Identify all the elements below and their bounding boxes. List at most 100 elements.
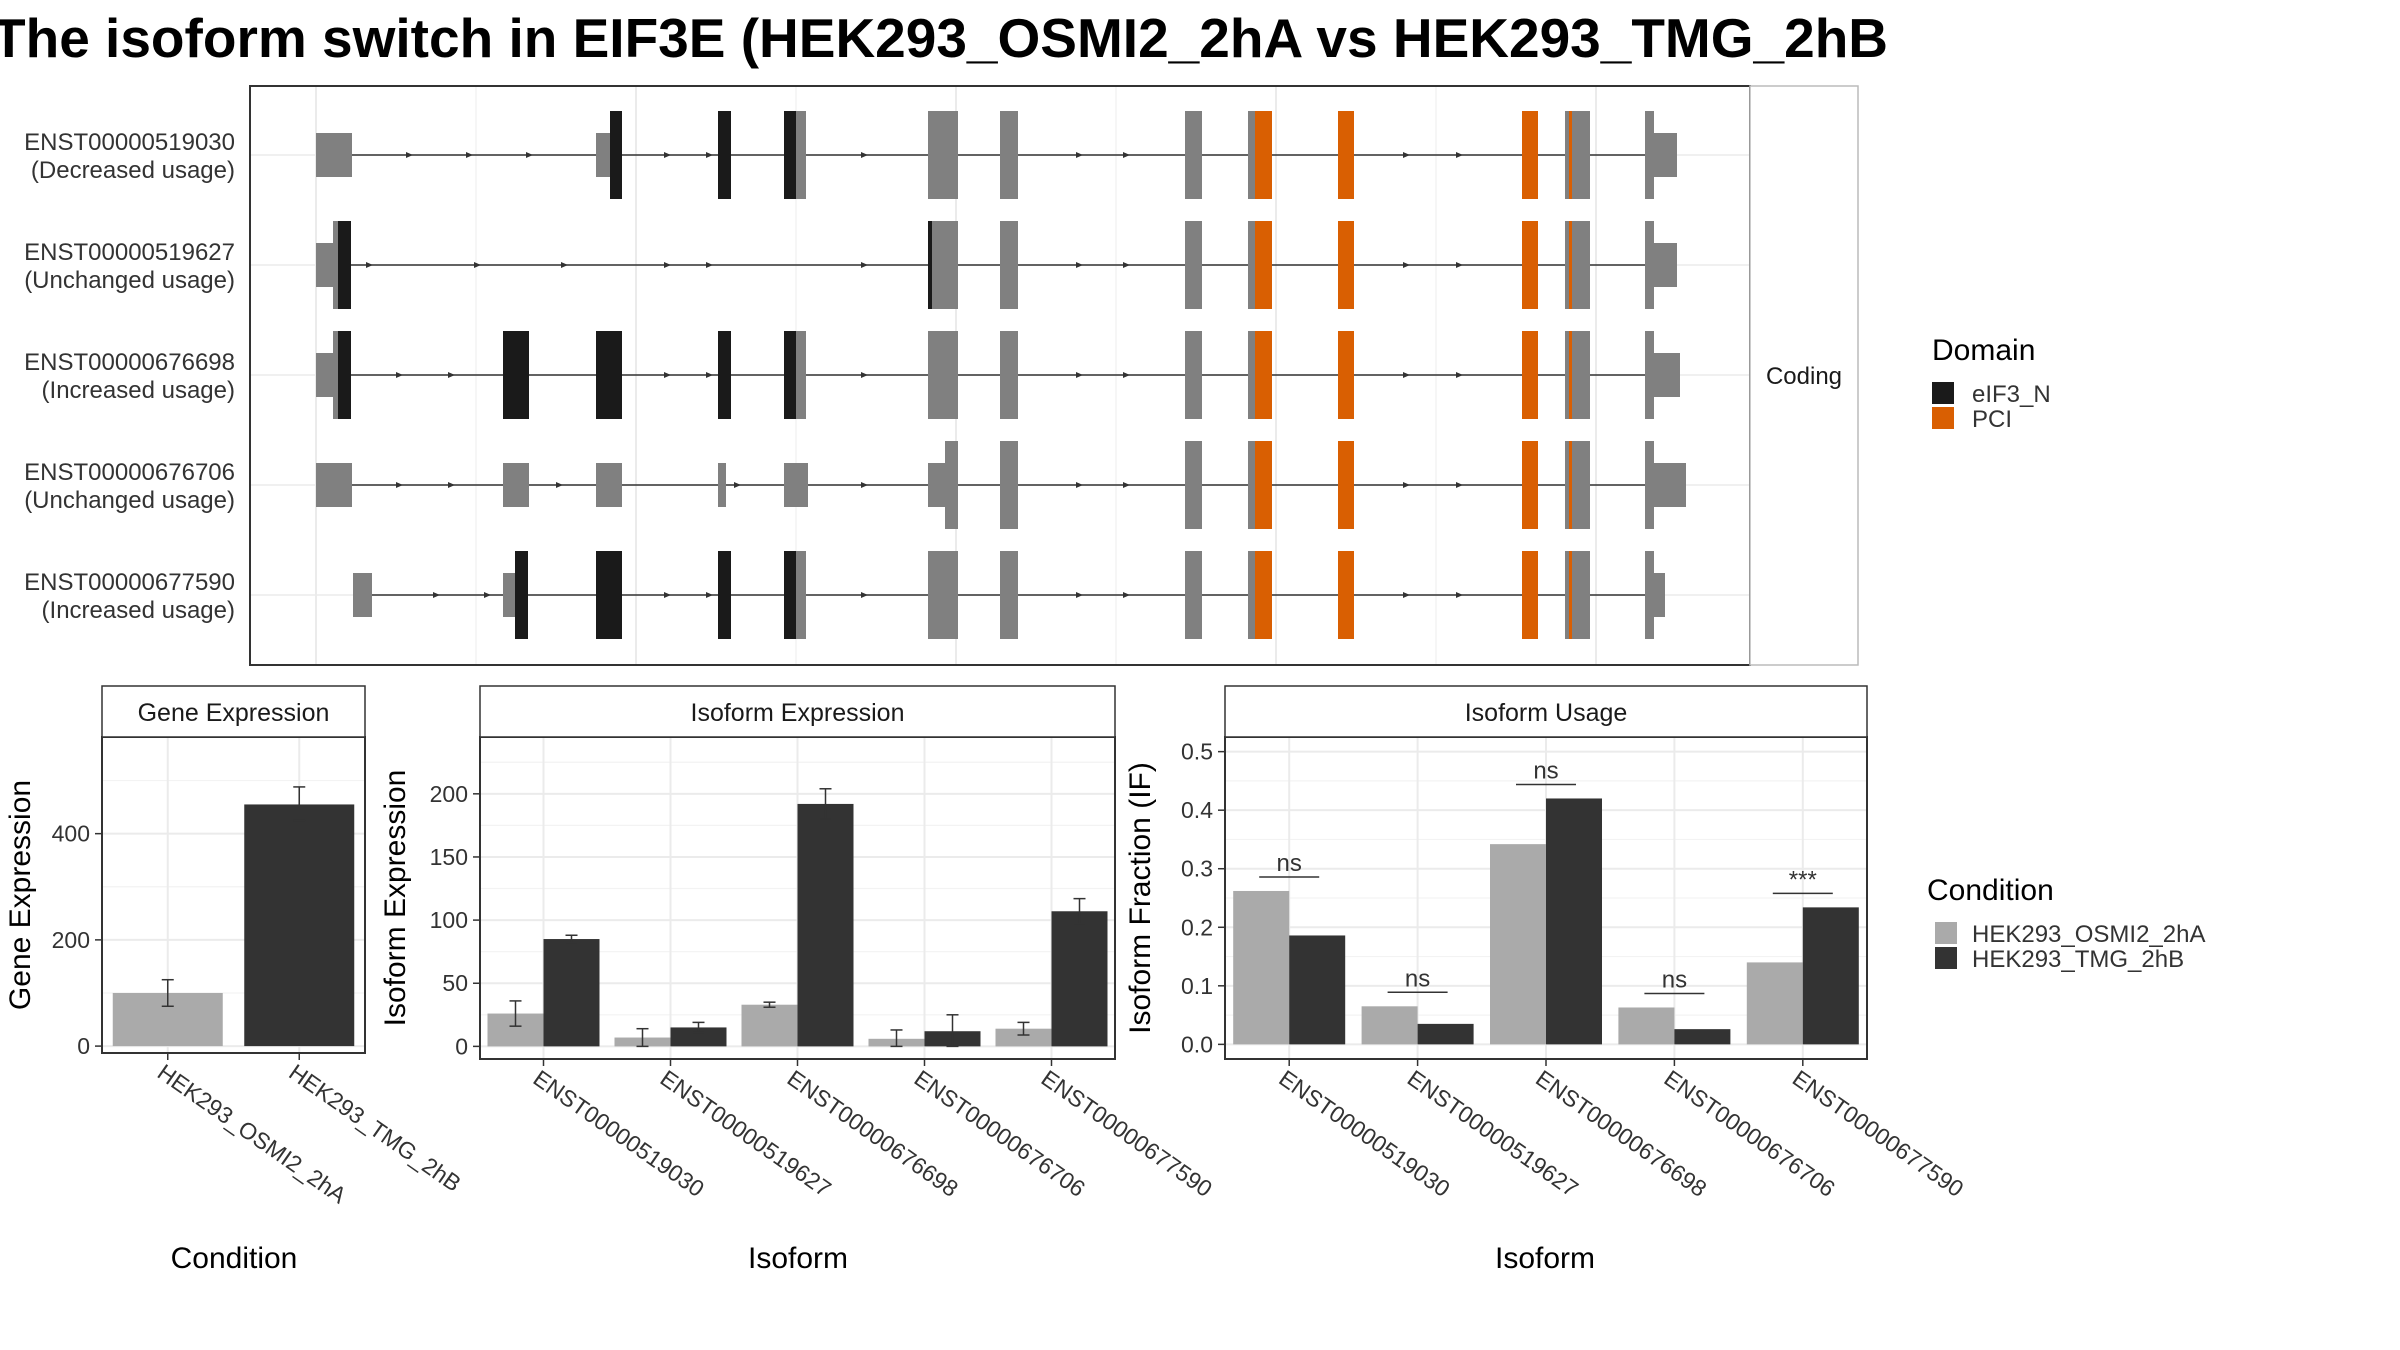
exon-utr [333, 331, 338, 419]
bar [543, 939, 600, 1047]
transcript-row-2 [316, 221, 1677, 309]
exon-utr [1565, 441, 1569, 529]
domain-pci [1255, 551, 1272, 639]
strand-arrow [1076, 372, 1083, 378]
exon-utr [1000, 551, 1018, 639]
strand-arrow [366, 262, 373, 268]
transcript-row-3 [316, 331, 1680, 419]
domain-pci [1569, 441, 1572, 529]
strand-arrow [1456, 482, 1463, 488]
exon-utr [1248, 441, 1255, 529]
bar [1233, 890, 1290, 1045]
exon-utr [1185, 441, 1202, 529]
domain-pci [1338, 221, 1354, 309]
exon-utr [1645, 441, 1654, 529]
domain-pci [1338, 551, 1354, 639]
strand-arrow [861, 592, 868, 598]
exon-utr [1645, 551, 1654, 639]
strand-arrow [561, 262, 568, 268]
strand-arrow [664, 372, 671, 378]
legend-label-cond-a: HEK293_OSMI2_2hA [1972, 921, 2205, 948]
exon-utr [1645, 111, 1654, 199]
exon-utr [1565, 551, 1569, 639]
domain-eif3n [596, 331, 622, 419]
bar-charts: Gene Expression0200400HEK293_OSMI2_2hAHE… [4, 685, 1968, 1275]
exon-utr [503, 463, 529, 507]
strand-arrow [396, 482, 403, 488]
strip-coding-label: Coding [1766, 363, 1842, 390]
transcript-id-label: ENST00000519030 [24, 129, 235, 156]
domain-eif3n [596, 551, 622, 639]
exon-utr [353, 573, 372, 617]
strand-arrow [1123, 482, 1130, 488]
y-tick-label: 150 [430, 844, 468, 870]
y-tick-label: 0.0 [1181, 1031, 1213, 1057]
domain-pci [1255, 221, 1272, 309]
legend-swatch-eif3n [1932, 382, 1954, 404]
strand-arrow [706, 372, 713, 378]
significance-label: *** [1789, 866, 1817, 893]
strand-arrow [474, 262, 481, 268]
x-axis-title: Isoform [748, 1242, 848, 1275]
exon-utr [316, 243, 333, 287]
exon-utr [1654, 573, 1665, 617]
legend-label-pci: PCI [1972, 406, 2012, 433]
strand-arrow [526, 152, 533, 158]
strand-arrow [448, 482, 455, 488]
strand-arrow [1123, 372, 1130, 378]
legend-condition: Condition HEK293_OSMI2_2hA HEK293_TMG_2h… [1927, 874, 2205, 973]
exon-utr [796, 111, 806, 199]
strand-arrow [1456, 372, 1463, 378]
legend-swatch-pci [1932, 407, 1954, 429]
domain-pci [1569, 331, 1572, 419]
y-axis-title: Isoform Expression [379, 770, 412, 1027]
x-axis-title: Isoform [1495, 1242, 1595, 1275]
y-tick-label: 400 [52, 821, 90, 847]
bar [1674, 1029, 1731, 1045]
x-axis-title: Condition [171, 1242, 298, 1275]
exon-utr [333, 221, 338, 309]
strand-arrow [664, 592, 671, 598]
domain-pci [1569, 111, 1572, 199]
transcript-row-1 [316, 111, 1677, 199]
exon-utr [1654, 133, 1677, 177]
strand-arrow [1076, 592, 1083, 598]
exon-utr [1654, 353, 1680, 397]
figure-title: The isoform switch in EIF3E (HEK293_OSMI… [0, 7, 1888, 69]
domain-eif3n [784, 331, 796, 419]
strand-arrow [1076, 152, 1083, 158]
panel-strip-label: Isoform Expression [691, 699, 905, 727]
domain-pci [1522, 551, 1538, 639]
transcript-status-label: (Increased usage) [42, 377, 235, 404]
exon-utr [1572, 441, 1590, 529]
bar [1289, 935, 1346, 1045]
exon-utr [1185, 551, 1202, 639]
domain-eif3n [718, 551, 731, 639]
domain-eif3n [515, 551, 528, 639]
domain-pci [1569, 551, 1572, 639]
exon-utr [932, 221, 958, 309]
exon-utr [1000, 221, 1018, 309]
exon-utr [928, 331, 958, 419]
panel-isoform-expression: Isoform Expression050100150200ENST000005… [379, 685, 1217, 1275]
bar [1802, 907, 1859, 1045]
exon-utr [1565, 331, 1569, 419]
bar [1417, 1023, 1474, 1045]
legend-label-cond-b: HEK293_TMG_2hB [1972, 946, 2184, 973]
strand-arrow [861, 482, 868, 488]
y-tick-label: 0 [77, 1033, 90, 1059]
legend-domain-title: Domain [1932, 334, 2035, 367]
strand-arrow [1456, 262, 1463, 268]
strand-arrow [706, 262, 713, 268]
strand-arrow [1123, 152, 1130, 158]
y-axis-title: Gene Expression [4, 780, 37, 1010]
exon-utr [1248, 111, 1255, 199]
exon-utr [1645, 221, 1654, 309]
exon-utr [1248, 551, 1255, 639]
strand-arrow [861, 372, 868, 378]
domain-eif3n [784, 111, 796, 199]
exon-utr [1185, 111, 1202, 199]
domain-pci [1338, 111, 1354, 199]
y-tick-label: 0.2 [1181, 914, 1213, 940]
strand-arrow [664, 262, 671, 268]
